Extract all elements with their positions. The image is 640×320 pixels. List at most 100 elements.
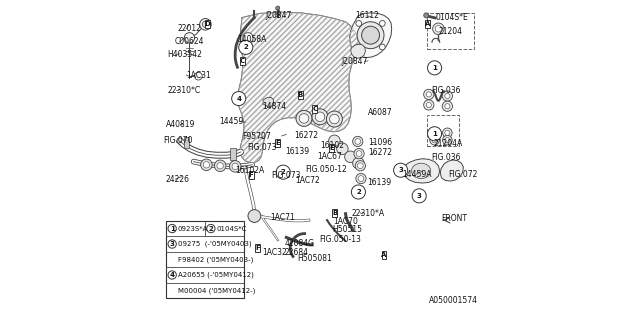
Text: H403542: H403542 <box>168 50 202 59</box>
Circle shape <box>326 111 342 127</box>
Text: 1AC71: 1AC71 <box>270 213 295 222</box>
Circle shape <box>329 135 340 147</box>
Circle shape <box>443 135 452 145</box>
Text: J20847: J20847 <box>341 57 367 66</box>
Text: FIG.050-12: FIG.050-12 <box>306 165 348 174</box>
Ellipse shape <box>412 163 431 179</box>
Polygon shape <box>440 160 463 181</box>
Circle shape <box>201 159 212 171</box>
Circle shape <box>356 20 362 26</box>
Text: A20655 (-'05MY0412): A20655 (-'05MY0412) <box>178 272 254 278</box>
Circle shape <box>355 161 365 171</box>
Text: E: E <box>275 140 280 146</box>
Circle shape <box>426 92 431 97</box>
Text: D: D <box>205 21 210 27</box>
Circle shape <box>426 102 431 108</box>
Text: 0104S*C: 0104S*C <box>216 226 247 232</box>
Text: 3: 3 <box>398 167 403 173</box>
Bar <box>166 221 244 298</box>
Circle shape <box>217 163 223 169</box>
Circle shape <box>443 128 452 138</box>
Text: 16112: 16112 <box>355 12 379 20</box>
Circle shape <box>202 21 209 28</box>
Text: FIG.073: FIG.073 <box>271 172 301 180</box>
Text: 16102A: 16102A <box>235 166 264 175</box>
Circle shape <box>168 240 177 248</box>
Circle shape <box>424 13 429 18</box>
Text: 22310*C: 22310*C <box>168 86 201 95</box>
Circle shape <box>445 93 450 99</box>
Text: J20847: J20847 <box>266 12 292 20</box>
Text: A6087: A6087 <box>368 108 392 117</box>
Text: 2: 2 <box>281 169 285 175</box>
Bar <box>255 244 260 252</box>
Bar <box>381 251 387 259</box>
Text: 22310*A: 22310*A <box>352 209 385 218</box>
Text: F: F <box>249 172 253 178</box>
Bar <box>298 92 303 99</box>
Circle shape <box>276 165 291 179</box>
Circle shape <box>337 143 348 155</box>
Text: 0923S*A: 0923S*A <box>178 226 208 232</box>
Text: 3: 3 <box>417 193 422 199</box>
Text: FIG.036: FIG.036 <box>431 86 461 95</box>
Circle shape <box>356 151 362 156</box>
Text: 14459A: 14459A <box>403 170 432 179</box>
Text: 1AC70: 1AC70 <box>333 217 358 226</box>
Text: 16139: 16139 <box>367 178 392 187</box>
Polygon shape <box>351 44 365 58</box>
Circle shape <box>312 109 328 125</box>
Bar <box>249 171 253 179</box>
Circle shape <box>355 139 361 144</box>
Circle shape <box>362 26 380 44</box>
Circle shape <box>243 33 253 43</box>
Text: 14058A: 14058A <box>237 36 266 44</box>
Text: F98402 ('05MY0403-): F98402 ('05MY0403-) <box>178 256 253 263</box>
Circle shape <box>356 173 366 184</box>
Polygon shape <box>237 12 358 163</box>
Circle shape <box>428 61 442 75</box>
Polygon shape <box>349 13 392 58</box>
Text: A: A <box>424 21 430 27</box>
Bar <box>184 137 189 148</box>
Circle shape <box>432 130 437 135</box>
Circle shape <box>357 163 364 169</box>
Text: 4: 4 <box>170 272 175 278</box>
Circle shape <box>380 20 385 26</box>
Circle shape <box>168 224 177 233</box>
Circle shape <box>430 128 440 138</box>
Circle shape <box>214 160 226 172</box>
Circle shape <box>380 44 385 50</box>
Text: 2: 2 <box>243 44 248 50</box>
Text: B: B <box>298 92 303 98</box>
Text: 16272: 16272 <box>294 131 317 140</box>
Circle shape <box>353 136 363 147</box>
Circle shape <box>432 138 437 143</box>
Circle shape <box>358 176 364 181</box>
Circle shape <box>239 40 253 54</box>
Bar <box>205 20 210 28</box>
Text: 16139: 16139 <box>285 147 309 156</box>
Bar <box>425 20 429 28</box>
Text: 2: 2 <box>209 226 213 232</box>
Bar <box>332 209 337 217</box>
Text: H505081: H505081 <box>298 254 332 263</box>
Text: 1AC32: 1AC32 <box>262 248 287 257</box>
Text: 4: 4 <box>236 96 241 101</box>
Text: 22684: 22684 <box>284 248 308 257</box>
Text: FRONT: FRONT <box>442 214 468 223</box>
Text: 09275  (-'05MY0403): 09275 (-'05MY0403) <box>178 241 252 247</box>
Text: 16272: 16272 <box>369 148 393 157</box>
Circle shape <box>296 110 312 126</box>
Text: B: B <box>332 210 337 216</box>
Text: C: C <box>312 106 317 112</box>
Circle shape <box>442 91 452 101</box>
Text: 22012: 22012 <box>178 24 202 33</box>
Text: FIG.070: FIG.070 <box>163 136 193 145</box>
Circle shape <box>354 148 364 159</box>
Text: A40819: A40819 <box>166 120 195 129</box>
Circle shape <box>394 163 408 177</box>
Text: FIG.036: FIG.036 <box>431 153 461 162</box>
Circle shape <box>442 101 452 111</box>
Circle shape <box>248 210 261 222</box>
